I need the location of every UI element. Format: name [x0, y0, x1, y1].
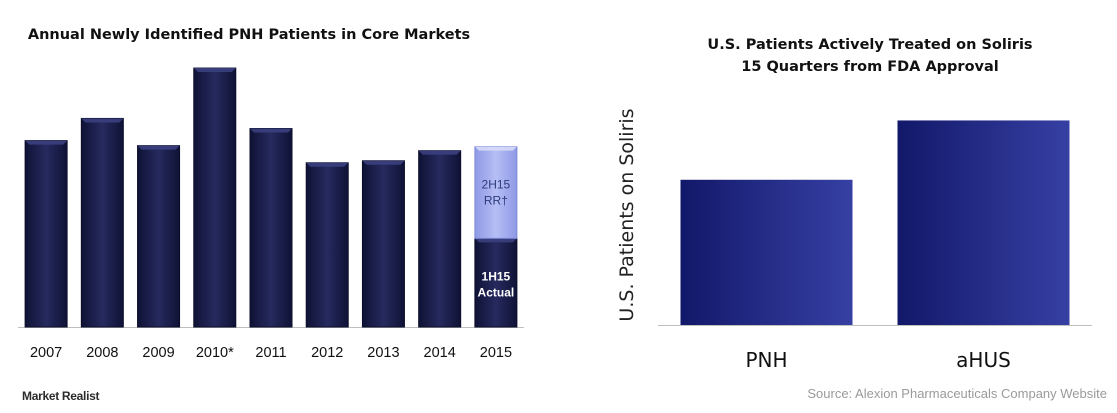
left-bar-bevel [81, 118, 124, 123]
left-bar-2015 [474, 237, 518, 328]
left-bar-2007 [24, 140, 68, 328]
left-bar-bevel [25, 140, 68, 145]
lower-segment-label: 1H15 [482, 270, 511, 284]
left-x-tick-label: 2008 [86, 345, 118, 361]
left-bar-upper-bevel [474, 146, 517, 151]
upper-segment-label: 2H15 [482, 177, 511, 191]
left-bar-bevel [193, 68, 236, 73]
left-x-tick-label: 2007 [30, 345, 62, 361]
left-x-tick-label: 2012 [311, 345, 343, 361]
source-note: Source: Alexion Pharmaceuticals Company … [807, 386, 1107, 401]
market-realist-logo: Market Realist [22, 389, 100, 403]
right-chart-subtitle: 15 Quarters from FDA Approval [741, 59, 999, 75]
right-x-tick-label: aHUS [956, 348, 1011, 372]
left-bar-2010 [193, 67, 237, 328]
left-bar-2009 [137, 145, 181, 328]
left-x-tick-label: 2010* [196, 345, 234, 361]
left-x-tick-label: 2013 [367, 345, 399, 361]
left-bar-2008 [80, 117, 124, 328]
left-x-tick-label: 2011 [255, 345, 286, 361]
left-bar-2014 [418, 150, 462, 328]
left-x-tick-label: 2009 [142, 345, 174, 361]
right-bar-pnh [680, 179, 853, 325]
left-bar-2012 [305, 162, 349, 328]
left-chart: 2007 2008 2009 2010* 2011 2012 2013 2014 2H15 RR†… [18, 67, 524, 361]
left-bar-bevel [474, 238, 517, 243]
left-bar-bevel [306, 162, 349, 167]
right-chart-title: U.S. Patients Actively Treated on Soliri… [610, 34, 1117, 78]
left-bar-2013 [361, 160, 405, 328]
left-bar-2011 [249, 128, 293, 328]
left-bar-bevel [418, 150, 461, 155]
left-bar-2015-upper [474, 146, 518, 239]
right-y-axis-label: U.S. Patients on Soliris [616, 108, 638, 321]
right-x-tick-label: PNH [745, 348, 787, 372]
left-x-tick-label: 2015 [480, 345, 512, 361]
right-chart-title-line: U.S. Patients Actively Treated on Soliri… [707, 37, 1033, 53]
left-bar-bevel [250, 128, 292, 133]
left-bar-bevel [362, 160, 405, 165]
upper-segment-label: RR† [484, 193, 508, 207]
right-bar-ahus [897, 120, 1070, 325]
left-chart-title: Annual Newly Identified PNH Patients in … [27, 27, 471, 43]
left-x-tick-label: 2014 [424, 345, 456, 361]
right-chart: PNH aHUS U.S. Patients on Soliris [616, 108, 1092, 372]
left-bar-bevel [137, 145, 180, 150]
lower-segment-label: Actual [478, 286, 515, 300]
